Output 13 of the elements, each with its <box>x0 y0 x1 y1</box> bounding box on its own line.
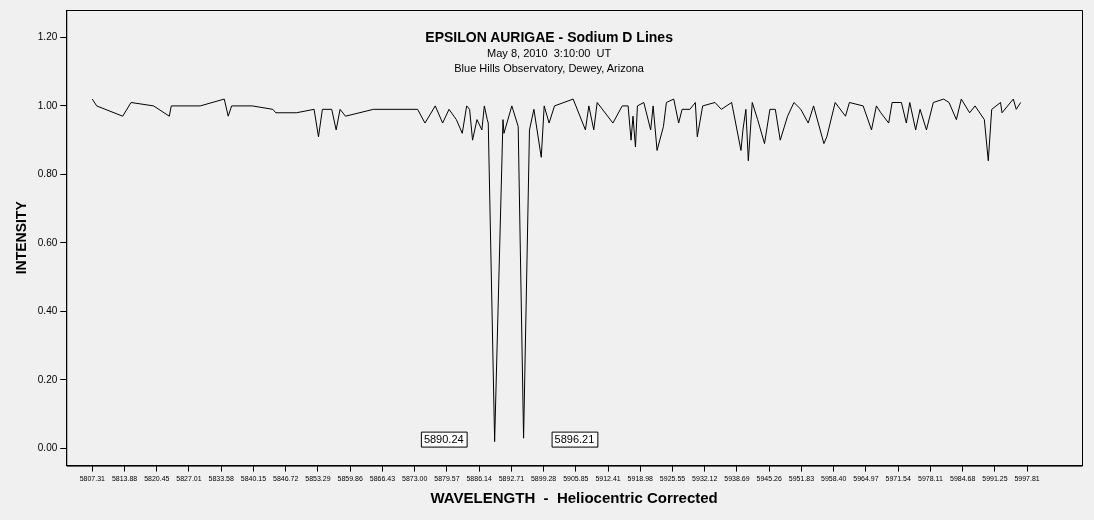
annotation: 5896.21 <box>554 432 595 445</box>
text: EPSILON AURIGAE - Sodium D Lines <box>425 29 674 45</box>
x-axis-title: WAVELENGTH - Heliocentric Corrected <box>430 489 718 507</box>
y-axis-title: INTENSITY <box>13 200 30 275</box>
y-tick-label: 1.20 <box>37 31 58 43</box>
y-tick-label: 0.00 <box>37 442 58 454</box>
y-tick-label: 1.00 <box>37 99 58 111</box>
y-tick-label: 0.80 <box>37 168 58 180</box>
text: May 8, 2010 3:10:00 UT Blue Hills Observatory, Dewey, Arizona <box>454 47 645 74</box>
y-tick-label: 0.40 <box>37 305 58 317</box>
annotation: 5890.24 <box>423 432 464 445</box>
y-tick-label: 0.60 <box>37 236 58 248</box>
y-tick-label: 0.20 <box>37 373 58 385</box>
